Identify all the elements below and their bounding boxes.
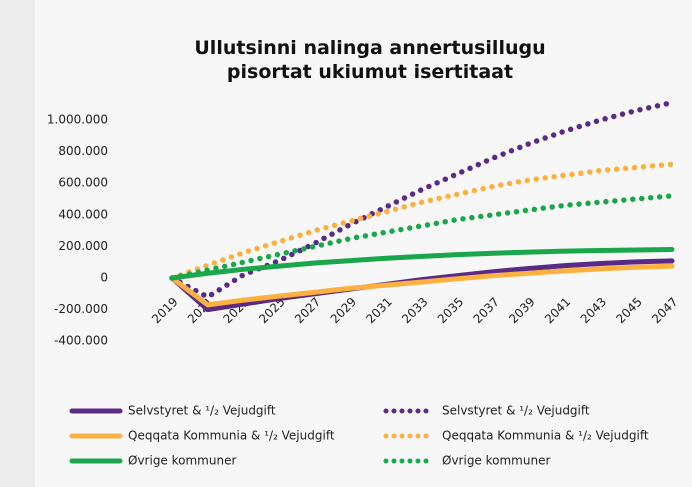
x-tick-label: 2027 [292,295,323,326]
x-tick-label: 2019 [149,295,180,326]
panel [35,0,692,487]
y-tick-label: 800.000 [58,144,108,158]
legend-label: Qeqqata Kommunia & ¹/₂ Vejudgift [128,429,335,443]
x-tick-label: 2037 [471,295,502,326]
y-tick-label: 0 [100,271,108,285]
legend-label: Øvrige kommuner [128,454,236,468]
legend-label: Øvrige kommuner [442,454,550,468]
chart-title: Ullutsinni nalinga annertusillugu pisort… [194,37,546,83]
x-tick-label: 2045 [613,295,644,326]
x-tick-label: 2029 [328,295,359,326]
y-tick-label: 400.000 [58,207,108,221]
legend-label: Selvstyret & ¹/₂ Vejudgift [128,404,276,418]
line-series [169,161,675,281]
line-series [169,263,675,308]
legend-label: Qeqqata Kommunia & ¹/₂ Vejudgift [442,429,649,443]
y-tick-label: -200.000 [54,302,108,316]
x-tick-label: 2043 [578,295,609,326]
y-tick-label: -400.000 [54,334,108,348]
y-tick-label: 600.000 [58,176,108,190]
line-series [169,247,675,281]
y-tick-label: 1.000.000 [47,113,108,127]
x-tick-label: 2031 [363,295,394,326]
x-tick-label: 2039 [506,295,537,326]
x-tick-label: 2033 [399,295,430,326]
x-tick-label: 2035 [435,295,466,326]
x-tick-label: 2047 [649,295,680,326]
line-series [169,193,675,281]
y-tick-label: 200.000 [58,239,108,253]
line-series [169,99,675,300]
x-tick-label: 2041 [542,295,573,326]
legend-label: Selvstyret & ¹/₂ Vejudgift [442,404,590,418]
